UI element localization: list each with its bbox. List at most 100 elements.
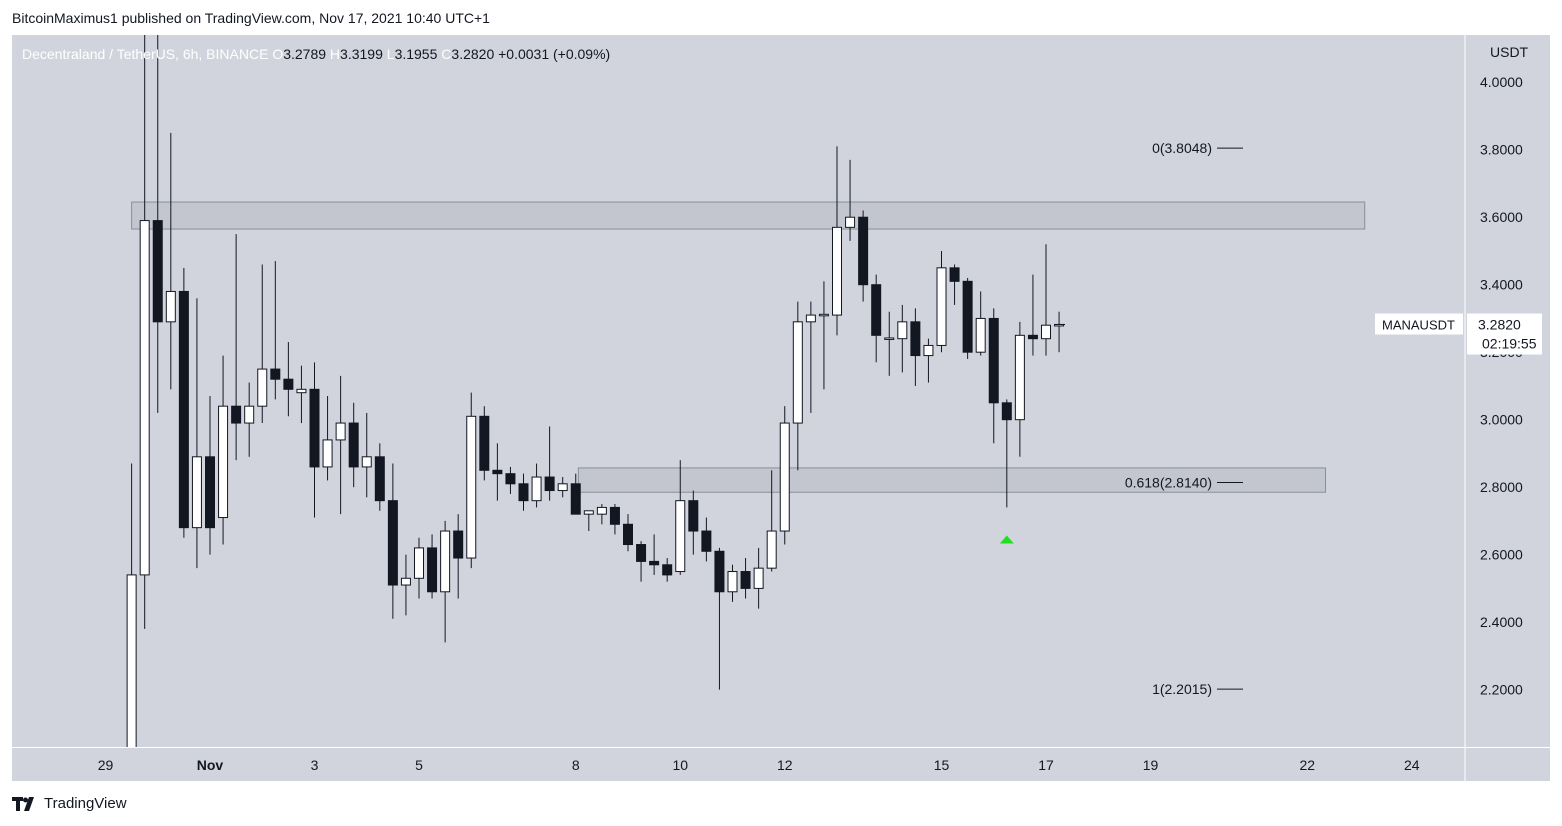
- candle-body: [910, 321, 921, 357]
- price-tick-label: 3.0000: [1480, 412, 1523, 428]
- fib-level-label: 0.618(2.8140): [1125, 474, 1212, 490]
- fib-level-label: 1(2.2015): [1152, 681, 1212, 697]
- candle-body: [387, 500, 398, 586]
- legend-change: +0.0031 (+0.09%): [498, 46, 610, 62]
- price-tick-label: 3.4000: [1480, 277, 1523, 293]
- candle-body: [1027, 334, 1038, 340]
- candle-body: [544, 476, 555, 492]
- candle-body: [949, 267, 960, 282]
- chart-frame[interactable]: 0(3.8048) 0.618(2.8140) 1(2.2015) 4.0000 3.8…: [12, 35, 1550, 781]
- time-tick-label: 5: [415, 757, 423, 773]
- candle-body: [191, 456, 202, 529]
- candle-body: [701, 530, 712, 552]
- candle-body: [531, 476, 542, 502]
- candle-body: [740, 571, 751, 589]
- candle-body: [884, 337, 895, 340]
- brand-label: TradingView: [44, 795, 127, 812]
- candle-body: [453, 530, 464, 559]
- candle-body: [766, 530, 777, 569]
- candle-body: [975, 317, 986, 353]
- candle-body: [178, 290, 189, 529]
- candle-body: [897, 321, 908, 340]
- candle-body: [1001, 402, 1012, 421]
- candle-body: [818, 313, 829, 317]
- candle-body: [662, 564, 673, 576]
- candle-body: [492, 469, 503, 475]
- ohlc-legend: Decentraland / TetherUS, 6h, BINANCE O3.…: [22, 46, 610, 62]
- price-tick-label: 3.8000: [1480, 142, 1523, 158]
- legend-c-value: 3.2820: [451, 46, 498, 62]
- horizontal-zone-1: [577, 467, 1327, 493]
- price-tick-label: 2.2000: [1480, 682, 1523, 698]
- candle-body: [623, 523, 633, 546]
- candle-body: [283, 378, 294, 390]
- price-tick-label: 4.0000: [1480, 74, 1523, 90]
- bar-countdown: 02:19:55: [1482, 336, 1537, 352]
- candle-body: [805, 314, 816, 323]
- candle-body: [270, 368, 281, 380]
- candle-body: [962, 280, 973, 353]
- candle-body: [936, 267, 947, 346]
- price-tick-label: 2.4000: [1480, 614, 1523, 630]
- candle-body: [374, 456, 385, 502]
- candle-body: [479, 415, 490, 471]
- candle-body: [205, 456, 215, 529]
- candle-body: [139, 220, 150, 576]
- candle-body: [688, 500, 699, 532]
- price-tick-label: 2.6000: [1480, 547, 1523, 563]
- candle-body: [596, 506, 607, 515]
- candle-body: [649, 560, 660, 566]
- candle-body: [1014, 334, 1025, 421]
- candle-body: [218, 405, 229, 519]
- candle-body: [322, 439, 333, 468]
- tradingview-brand[interactable]: TradingView: [12, 795, 127, 812]
- time-tick-label: 8: [572, 757, 580, 773]
- candle-body: [126, 574, 137, 747]
- candle-body: [400, 577, 411, 586]
- time-tick-label: 22: [1299, 757, 1315, 773]
- time-tick-label: 3: [311, 757, 319, 773]
- candle-body: [609, 506, 620, 525]
- candle-body: [714, 550, 725, 593]
- candle-body: [518, 483, 529, 502]
- candle-body: [845, 216, 856, 228]
- last-price-value: 3.2820: [1478, 317, 1521, 333]
- time-tick-label: 19: [1143, 757, 1159, 773]
- last-price-tag[interactable]: [1467, 313, 1542, 355]
- candle-body: [727, 571, 738, 593]
- price-tick-label: 2.8000: [1480, 479, 1523, 495]
- candle-body: [505, 473, 516, 485]
- candle-body: [296, 388, 307, 394]
- candle-body: [583, 510, 594, 515]
- legend-c-label: C: [441, 46, 451, 62]
- candlestick-chart[interactable]: 0(3.8048) 0.618(2.8140) 1(2.2015) 4.0000 3.8…: [12, 35, 1550, 781]
- candle-body: [779, 422, 790, 532]
- candle-body: [832, 226, 842, 316]
- legend-l-label: L: [387, 46, 395, 62]
- candle-body: [923, 344, 934, 357]
- candle-body: [1041, 324, 1051, 340]
- currency-label: USDT: [1490, 44, 1529, 60]
- time-tick-label: 29: [98, 757, 114, 773]
- candle-body: [440, 530, 451, 593]
- candle-body: [753, 567, 764, 589]
- publisher-line: BitcoinMaximus1 published on TradingView…: [12, 10, 490, 26]
- candle-body: [152, 220, 163, 323]
- candle-body: [557, 483, 568, 492]
- price-tick-label: 3.6000: [1480, 209, 1523, 225]
- candle-body: [466, 415, 477, 559]
- candle-body: [348, 422, 359, 468]
- candle-body: [858, 216, 869, 286]
- candle-body: [427, 547, 438, 593]
- time-tick-label: 10: [672, 757, 688, 773]
- symbol-tag[interactable]: [1375, 313, 1463, 335]
- candle-body: [361, 456, 372, 468]
- candle-body: [244, 405, 255, 424]
- candle-body: [570, 483, 581, 515]
- symbol-tag-label: MANAUSDT: [1382, 318, 1455, 333]
- tradingview-logo-icon: [12, 796, 34, 811]
- plot-area[interactable]: [126, 35, 1366, 781]
- legend-h-label: H: [330, 46, 340, 62]
- legend-l-value: 3.1955: [395, 46, 442, 62]
- time-tick-label: 17: [1038, 757, 1054, 773]
